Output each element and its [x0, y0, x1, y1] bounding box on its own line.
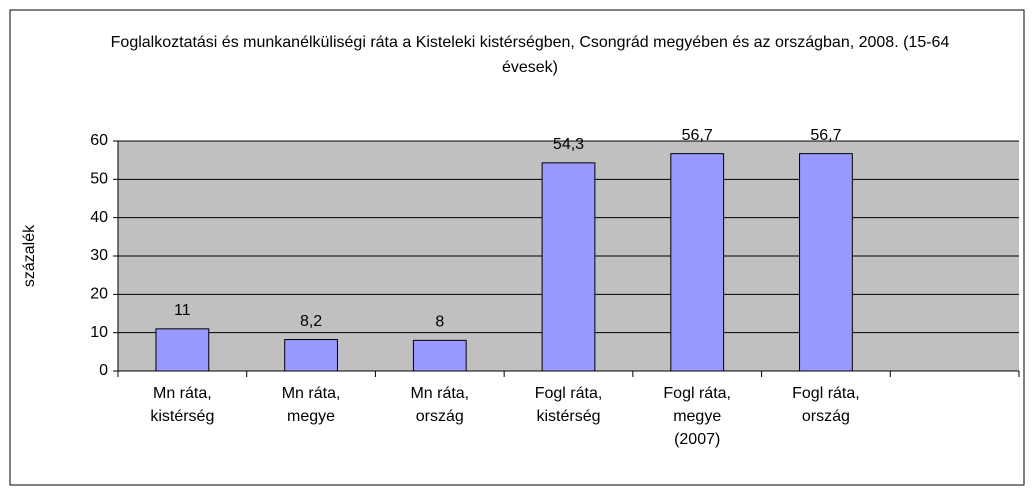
- x-tick-label: Fogl ráta, megye (2007): [663, 385, 731, 448]
- bar: [412, 339, 467, 372]
- data-label: 56,7: [810, 127, 841, 144]
- x-tick-label: Mn ráta, ország: [410, 385, 470, 425]
- x-tick-label: Mn ráta, kistérség: [150, 385, 215, 425]
- chart-title: Foglalkoztatási és munkanélküliségi ráta…: [110, 34, 950, 76]
- data-label: 8: [435, 314, 444, 331]
- y-tick-label: 20: [90, 286, 108, 303]
- bar: [799, 153, 853, 372]
- data-label: 11: [174, 302, 191, 319]
- data-label: 56,7: [682, 127, 713, 144]
- y-tick-label: 60: [90, 132, 108, 149]
- x-tick-label: Fogl ráta, ország: [792, 385, 860, 425]
- y-tick-label: 50: [90, 171, 108, 188]
- bar: [670, 153, 725, 372]
- y-tick-label: 30: [90, 247, 108, 264]
- x-tick-label: Mn ráta, megye: [281, 385, 341, 425]
- bar: [541, 162, 596, 372]
- data-label: 54,3: [553, 136, 584, 153]
- data-label: 8,2: [300, 313, 322, 330]
- y-tick-label: 40: [90, 209, 108, 226]
- bar: [284, 339, 338, 372]
- bar: [155, 328, 210, 372]
- y-axis-label: százalék: [21, 224, 38, 287]
- x-tick-label: Fogl ráta, kistérség: [534, 385, 603, 425]
- y-tick-label: 0: [99, 362, 108, 379]
- y-tick-label: 10: [90, 324, 108, 341]
